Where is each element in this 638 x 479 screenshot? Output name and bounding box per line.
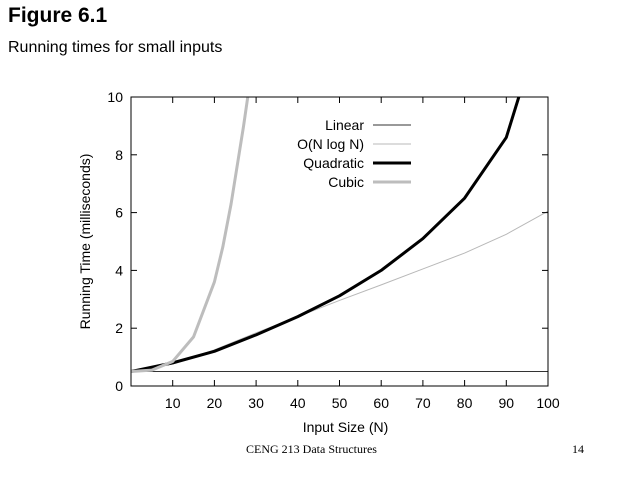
y-tick-label: 2	[115, 320, 123, 336]
slide-title: Figure 6.1	[8, 4, 108, 27]
y-tick-label: 6	[115, 205, 123, 221]
legend-label-1: O(N log N)	[297, 136, 364, 152]
series-line-2	[131, 97, 521, 374]
x-tick-label: 30	[248, 395, 264, 411]
x-tick-label: 50	[332, 395, 348, 411]
slide-subtitle: Running times for small inputs	[8, 39, 223, 56]
x-tick-label: 40	[290, 395, 306, 411]
x-tick-label: 10	[165, 395, 181, 411]
x-tick-label: 70	[415, 395, 431, 411]
legend-label-3: Cubic	[328, 174, 364, 190]
x-tick-label: 20	[207, 395, 223, 411]
x-tick-label: 80	[457, 395, 473, 411]
x-tick-label: 60	[373, 395, 389, 411]
legend-label-2: Quadratic	[303, 155, 364, 171]
series-line-3	[131, 97, 250, 374]
y-tick-label: 10	[107, 89, 123, 105]
y-tick-label: 4	[115, 262, 123, 278]
legend-label-0: Linear	[325, 117, 364, 133]
series-line-1	[131, 210, 548, 373]
y-tick-label: 8	[115, 147, 123, 163]
x-axis-label: Input Size (N)	[303, 419, 389, 435]
page-number: 14	[572, 442, 584, 456]
footer-course: CENG 213 Data Structures	[246, 442, 377, 456]
x-tick-label: 90	[499, 395, 515, 411]
y-tick-label: 0	[115, 378, 123, 394]
y-axis-label: Running Time (milliseconds)	[77, 154, 93, 330]
x-tick-label: 100	[536, 395, 560, 411]
